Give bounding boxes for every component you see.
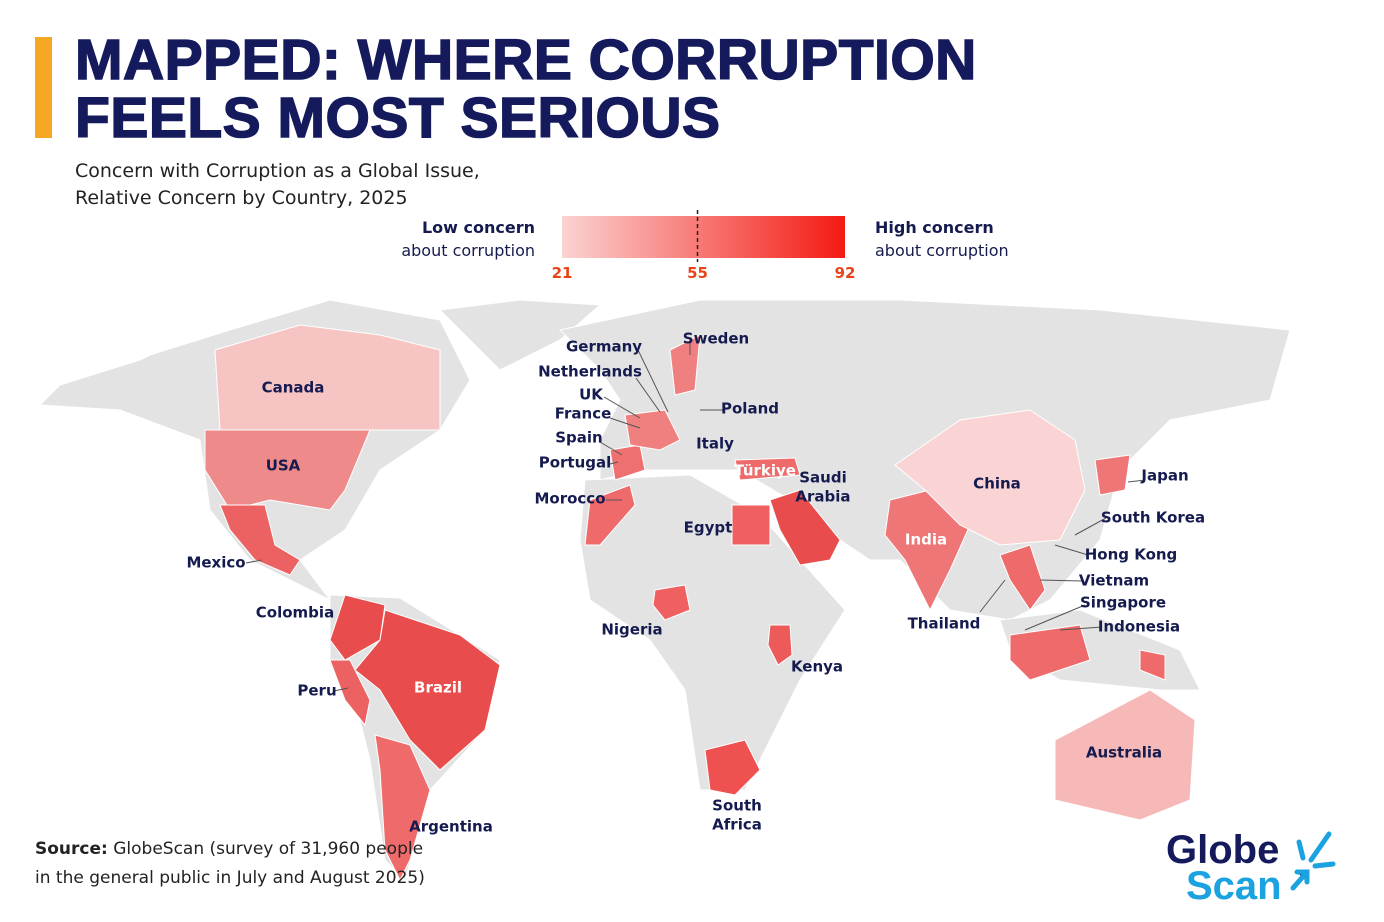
country-label: Sweden bbox=[682, 329, 750, 348]
country-label: Brazil bbox=[414, 678, 462, 697]
legend-tick-label: 21 bbox=[551, 264, 573, 282]
country-label: Netherlands bbox=[538, 362, 642, 381]
source-label: Source: bbox=[35, 839, 108, 859]
country-label: Peru bbox=[297, 681, 337, 700]
legend-low: about corruption bbox=[401, 241, 535, 260]
legend-tick-label: 55 bbox=[687, 264, 708, 282]
legend-tick-label: 92 bbox=[834, 264, 856, 282]
subtitle: Relative Concern by Country, 2025 bbox=[75, 187, 408, 209]
title: MAPPED: WHERE CORRUPTION bbox=[74, 28, 977, 92]
country-label: Hong Kong bbox=[1084, 545, 1178, 564]
country-label: South Africa bbox=[712, 796, 762, 833]
accent-bar bbox=[35, 37, 52, 138]
source-text: GlobeScan (survey of 31,960 people bbox=[113, 839, 424, 859]
legend-gradient bbox=[562, 216, 845, 258]
country-label: Thailand bbox=[907, 614, 981, 633]
country-label: Saudi Arabia bbox=[795, 468, 851, 505]
countries bbox=[204, 324, 1196, 882]
legend-high: about corruption bbox=[875, 241, 1009, 260]
country-label: Türkiye bbox=[734, 461, 796, 480]
country-label: USA bbox=[265, 456, 301, 475]
title: FEELS MOST SERIOUS bbox=[74, 86, 721, 150]
country-label: Vietnam bbox=[1078, 571, 1150, 590]
country-label: Kenya bbox=[790, 657, 844, 676]
logo: Globe bbox=[1166, 828, 1280, 872]
country-label: Portugal bbox=[538, 453, 612, 472]
country-label: Spain bbox=[555, 428, 603, 447]
logo-mark bbox=[1290, 831, 1336, 891]
country-label: Canada bbox=[261, 378, 325, 397]
country-label: Poland bbox=[721, 399, 779, 418]
country-label: Argentina bbox=[409, 817, 493, 836]
subtitle: Concern with Corruption as a Global Issu… bbox=[75, 160, 480, 182]
country-label: India bbox=[904, 530, 948, 549]
country-label: Italy bbox=[696, 434, 734, 453]
country-label: Indonesia bbox=[1097, 617, 1181, 636]
country-label: Egypt bbox=[683, 518, 733, 537]
country-label: Australia bbox=[1085, 743, 1163, 762]
leader-lines bbox=[245, 340, 1146, 692]
country-label: Nigeria bbox=[601, 620, 663, 639]
country-label: France bbox=[554, 404, 612, 423]
source: in the general public in July and August… bbox=[35, 868, 425, 888]
logo: Scan bbox=[1186, 864, 1282, 908]
country-label: Germany bbox=[565, 337, 643, 356]
country-label: South Korea bbox=[1100, 508, 1206, 527]
country-label: China bbox=[973, 474, 1021, 493]
legend-high: High concern bbox=[875, 218, 994, 237]
country-label: Morocco bbox=[534, 489, 606, 508]
legend-low: Low concern bbox=[421, 218, 535, 237]
country-label: Singapore bbox=[1079, 593, 1167, 612]
country-label: Colombia bbox=[255, 603, 335, 622]
country-label: Japan bbox=[1141, 466, 1189, 485]
country-label: UK bbox=[579, 385, 603, 404]
source: Source: GlobeScan (survey of 31,960 peop… bbox=[35, 839, 423, 859]
country-label: Mexico bbox=[186, 553, 246, 572]
